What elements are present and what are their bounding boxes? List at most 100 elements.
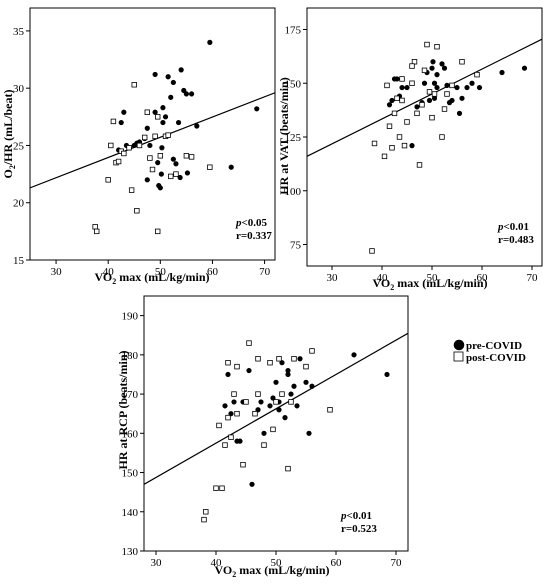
chart-hr-rcp-vs-vo2max: 30 40 50 60 70 130 140 150 160 170 180 190 VO2 max … (116, 295, 409, 579)
data-point-pre-covid (429, 65, 435, 71)
data-point-pre-covid (160, 119, 166, 126)
data-point-pre-covid (228, 411, 234, 417)
data-point-post-covid (128, 187, 135, 193)
data-point-post-covid (396, 134, 403, 140)
data-point-pre-covid (441, 65, 448, 71)
y-axis-title: O2/HR (mL/beat) (1, 89, 17, 178)
data-point-pre-covid (394, 76, 400, 82)
y-tick-label: 125 (285, 132, 302, 144)
data-point-post-covid (288, 399, 294, 405)
data-point-post-covid (231, 391, 237, 397)
data-point-pre-covid (228, 164, 234, 170)
data-point-post-covid (201, 516, 207, 523)
data-point-pre-covid (160, 105, 166, 111)
data-point-post-covid (276, 356, 282, 362)
data-point-pre-covid (431, 80, 438, 86)
data-point-post-covid (399, 76, 405, 82)
data-point-pre-covid (389, 97, 395, 104)
data-point-post-covid (203, 509, 209, 515)
legend-marker-pre-covid (453, 339, 465, 351)
y-tick-label: 15 (13, 255, 25, 267)
data-point-post-covid (252, 410, 258, 417)
y-tick-label: 150 (285, 78, 302, 90)
data-point-post-covid (165, 132, 171, 138)
data-point-pre-covid (159, 145, 165, 151)
data-point-pre-covid (162, 114, 169, 120)
data-point-pre-covid (157, 185, 163, 191)
data-point-pre-covid (464, 84, 470, 91)
data-point-pre-covid (476, 84, 483, 91)
r-value-label: r=0.483 (498, 234, 534, 246)
data-point-post-covid (255, 356, 261, 362)
data-point-pre-covid (188, 91, 195, 97)
data-point-pre-covid (384, 371, 390, 378)
data-point-post-covid (421, 67, 428, 74)
y-tick-label: 180 (122, 350, 139, 362)
data-point-post-covid (381, 153, 388, 160)
data-point-pre-covid (421, 80, 428, 86)
data-point-post-covid (369, 248, 375, 254)
data-point-pre-covid (521, 65, 528, 71)
data-point-post-covid (386, 123, 393, 129)
data-point-post-covid (399, 97, 405, 104)
data-point-post-covid (155, 114, 161, 120)
data-point-pre-covid (414, 104, 420, 110)
data-point-post-covid (246, 340, 252, 346)
x-axis-title: VO2 max (mL/kg/min) (94, 270, 209, 286)
chart-marks: 30 40 50 60 70 75 100 125 150 175 (285, 25, 542, 284)
data-point-post-covid (188, 154, 195, 160)
data-point-pre-covid (184, 170, 191, 176)
data-point-pre-covid (158, 171, 164, 177)
data-point-post-covid (110, 118, 117, 125)
data-point-pre-covid (152, 109, 158, 115)
y-tick-label: 130 (122, 546, 139, 558)
data-point-pre-covid (426, 97, 433, 104)
x-tick-label: 50 (271, 557, 283, 569)
x-tick-label: 70 (391, 557, 403, 569)
data-point-pre-covid (231, 399, 237, 405)
data-point-post-covid (261, 442, 267, 448)
data-point-post-covid (401, 142, 408, 149)
x-axis-title: VO2 max (mL/kg/min) (372, 276, 487, 292)
data-point-post-covid (168, 173, 174, 180)
y-tick-label: 160 (122, 428, 139, 440)
x-tick-label: 30 (51, 266, 63, 278)
data-point-pre-covid (309, 383, 315, 389)
data-point-post-covid (144, 109, 150, 115)
data-point-post-covid (426, 89, 433, 95)
data-point-post-covid (225, 414, 231, 421)
y-tick-label: 140 (122, 507, 139, 519)
data-point-pre-covid (434, 84, 440, 91)
data-point-post-covid (439, 134, 445, 140)
data-point-post-covid (459, 59, 465, 65)
y-tick-label: 20 (13, 198, 25, 210)
data-point-post-covid (141, 134, 148, 141)
data-point-post-covid (152, 133, 158, 139)
data-point-post-covid (173, 171, 179, 177)
data-point-post-covid (216, 422, 222, 429)
y-axis-title: HR at RCP (beats/min) (116, 351, 130, 470)
data-point-pre-covid (454, 84, 460, 91)
y-tick-label: 190 (122, 311, 139, 323)
data-point-pre-covid (469, 80, 475, 86)
p-value-label: p<0.01 (497, 221, 529, 233)
data-point-pre-covid (144, 125, 150, 131)
data-point-post-covid (414, 110, 420, 117)
data-point-pre-covid (288, 391, 294, 397)
data-point-pre-covid (351, 352, 357, 358)
data-point-pre-covid (279, 360, 285, 366)
x-tick-label: 50 (155, 266, 167, 278)
y-tick-label: 170 (122, 389, 139, 401)
x-tick-label: 40 (103, 266, 115, 278)
data-point-post-covid (234, 410, 240, 417)
y-tick-label: 30 (13, 83, 25, 95)
data-point-pre-covid (270, 395, 276, 401)
data-point-post-covid (255, 391, 261, 397)
data-point-pre-covid (444, 82, 450, 88)
data-point-post-covid (416, 162, 423, 168)
data-point-post-covid (384, 82, 390, 89)
y-tick-label: 100 (285, 186, 302, 198)
data-point-pre-covid (258, 399, 264, 405)
data-point-pre-covid (246, 367, 252, 374)
